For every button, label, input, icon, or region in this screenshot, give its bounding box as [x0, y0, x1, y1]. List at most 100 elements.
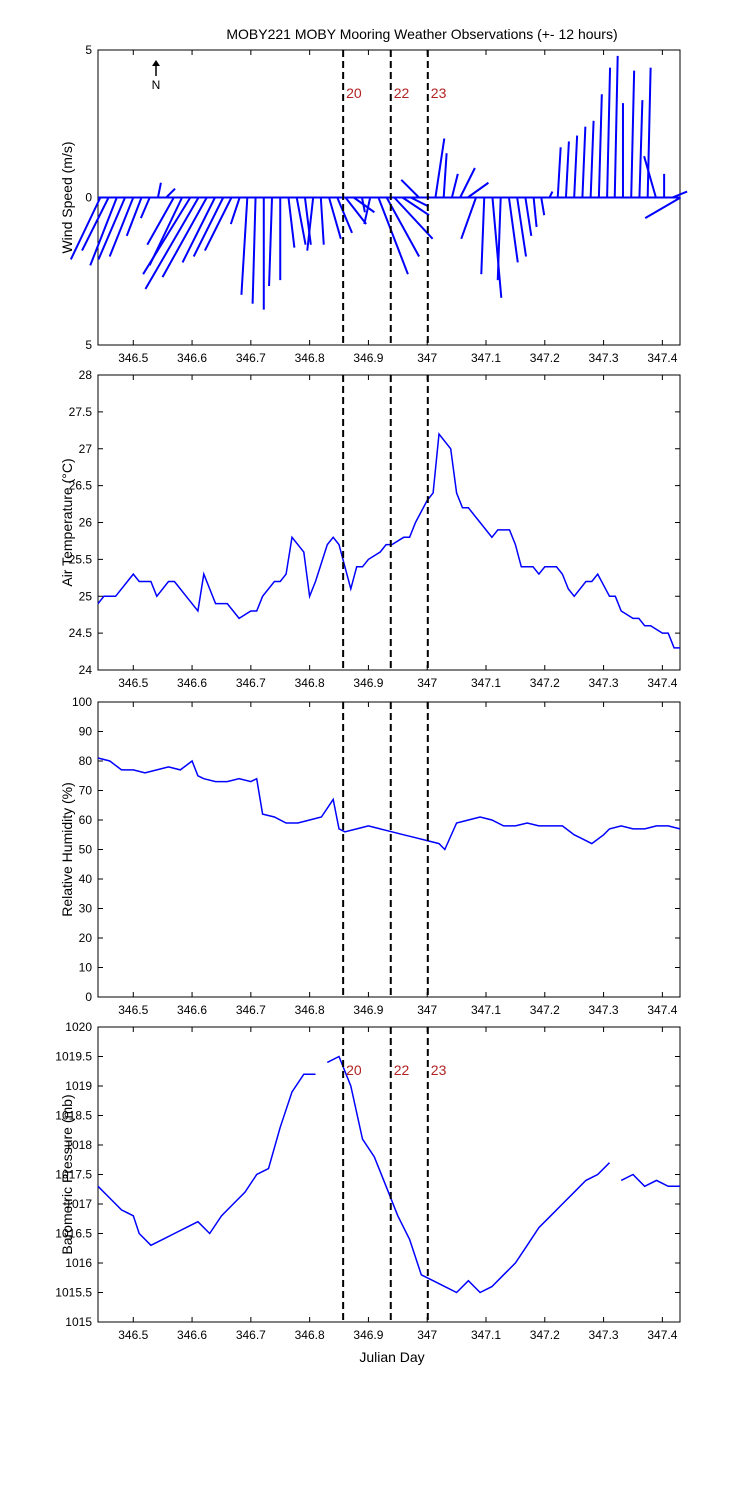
relative-humidity-y-tick-label: 40: [79, 872, 93, 886]
wind-vector: [377, 197, 409, 275]
barometric-pressure-series-line: [620, 1173, 680, 1188]
relative-humidity-x-tick-label: 346.6: [177, 1003, 207, 1017]
barometric-pressure-x-tick-label: 347.4: [647, 1328, 677, 1342]
air-temperature-x-tick-label: 347.4: [647, 676, 677, 690]
wind-vector: [644, 196, 682, 220]
wind-vector: [363, 197, 372, 225]
wind-vector: [251, 197, 257, 304]
event-label-20: 20: [346, 1062, 362, 1078]
wind-x-tick-label: 347: [417, 351, 437, 365]
barometric-pressure-y-tick-label: 1019.5: [55, 1050, 92, 1064]
air-temperature-x-tick-label: 347: [417, 676, 437, 690]
relative-humidity-x-tick-label: 347.4: [647, 1003, 677, 1017]
barometric-pressure-x-tick-label: 347.2: [530, 1328, 560, 1342]
wind-vector: [467, 181, 490, 199]
relative-humidity-y-tick-label: 10: [79, 961, 93, 975]
wind-vector: [268, 197, 274, 287]
wind-x-tick-label: 347.3: [589, 351, 619, 365]
barometric-pressure-y-tick-label: 1016: [65, 1256, 92, 1270]
wind-vector: [165, 187, 176, 199]
barometric-pressure-x-tick-label: 346.8: [295, 1328, 325, 1342]
relative-humidity-y-tick-label: 70: [79, 784, 93, 798]
relative-humidity-x-tick-label: 346.9: [353, 1003, 383, 1017]
wind-vector: [524, 197, 533, 237]
wind-vector: [459, 167, 476, 198]
wind-vector: [401, 196, 430, 217]
wind-vector: [540, 197, 546, 216]
air-temperature-x-tick-label: 346.6: [177, 676, 207, 690]
wind-vector: [89, 197, 118, 266]
wind-vector: [532, 197, 538, 228]
wind-vector: [496, 197, 502, 281]
wind-x-tick-label: 347.1: [471, 351, 501, 365]
air-temperature-y-tick-label: 25.5: [69, 552, 93, 566]
event-label-23: 23: [431, 1062, 447, 1078]
wind-x-tick-label: 346.9: [353, 351, 383, 365]
barometric-pressure-x-tick-label: 346.5: [118, 1328, 148, 1342]
air-temperature-panel: 346.5 346.6 346.7 346.8 346.9 347 347.1 347.2 34…: [59, 368, 681, 690]
wind-x-tick-label: 347.4: [647, 351, 677, 365]
air-temperature-x-tick-label: 346.9: [353, 676, 383, 690]
wind-vector: [393, 196, 434, 240]
barometric-pressure-y-tick-label: 1018.5: [55, 1109, 92, 1123]
event-label-20: 20: [346, 85, 362, 101]
wind-vector: [156, 182, 162, 198]
relative-humidity-x-tick-label: 347.3: [589, 1003, 619, 1017]
wind-vector: [581, 126, 587, 198]
relative-humidity-x-tick-label: 347.1: [471, 1003, 501, 1017]
barometric-pressure-y-tick-label: 1020: [65, 1020, 92, 1034]
wind-vector: [434, 138, 446, 198]
wind-vector: [516, 197, 527, 257]
air-temperature-x-tick-label: 347.3: [589, 676, 619, 690]
wind-vector: [564, 141, 570, 198]
barometric-pressure-x-tick-label: 346.9: [353, 1328, 383, 1342]
wind-x-tick-label: 346.7: [236, 351, 266, 365]
wind-vector: [336, 197, 353, 234]
air-temperature-y-tick-label: 25: [79, 589, 93, 603]
wind-vector: [97, 197, 126, 260]
wind-vector: [646, 67, 652, 198]
wind-vector: [630, 70, 636, 198]
wind-vector: [556, 147, 562, 198]
wind-vector: [303, 197, 312, 245]
relative-humidity-y-tick-label: 60: [79, 813, 93, 827]
wind-vector: [319, 197, 325, 245]
barometric-pressure-y-tick-label: 1015.5: [55, 1286, 92, 1300]
air-temperature-y-axis-label: Air Temperature (°C): [59, 458, 75, 586]
wind-vector: [385, 197, 420, 257]
wind-y-tick-label: 5: [85, 338, 92, 352]
wind-vector: [69, 197, 102, 260]
wind-vector: [287, 197, 296, 248]
wind-vector: [573, 135, 579, 198]
relative-humidity-x-tick-label: 346.5: [118, 1003, 148, 1017]
wind-vector: [460, 197, 477, 240]
barometric-pressure-y-tick-label: 1015: [65, 1315, 92, 1329]
barometric-pressure-panel: 346.5 346.6 346.7 346.8 346.9 347 347.1 347.2 34…: [55, 1020, 681, 1342]
wind-vector: [480, 197, 486, 275]
relative-humidity-y-tick-label: 30: [79, 902, 93, 916]
relative-humidity-axes-box: [97, 701, 681, 998]
barometric-pressure-y-tick-label: 1017: [65, 1197, 92, 1211]
air-temperature-y-tick-label: 27: [79, 442, 93, 456]
relative-humidity-y-tick-label: 50: [79, 843, 93, 857]
air-temperature-y-tick-label: 27.5: [69, 405, 93, 419]
wind-y-tick-label: 0: [85, 191, 92, 205]
relative-humidity-y-tick-label: 100: [72, 695, 92, 709]
wind-vector: [108, 197, 135, 257]
wind-vector: [328, 197, 342, 240]
relative-humidity-y-axis-label: Relative Humidity (%): [59, 782, 75, 917]
air-temperature-x-tick-label: 347.1: [471, 676, 501, 690]
relative-humidity-series-line: [97, 757, 681, 851]
north-arrowhead-icon: [152, 60, 160, 66]
air-temperature-y-tick-label: 24: [79, 663, 93, 677]
relative-humidity-x-tick-label: 346.8: [295, 1003, 325, 1017]
air-temperature-x-tick-label: 347.2: [530, 676, 560, 690]
relative-humidity-y-tick-label: 20: [79, 931, 93, 945]
north-label: N: [152, 78, 161, 92]
air-temperature-axes-box: [97, 374, 681, 671]
wind-vector: [146, 197, 175, 246]
event-label-22: 22: [394, 85, 410, 101]
relative-humidity-panel: 346.5 346.6 346.7 346.8 346.9 347 347.1 347.2 34…: [59, 695, 681, 1017]
